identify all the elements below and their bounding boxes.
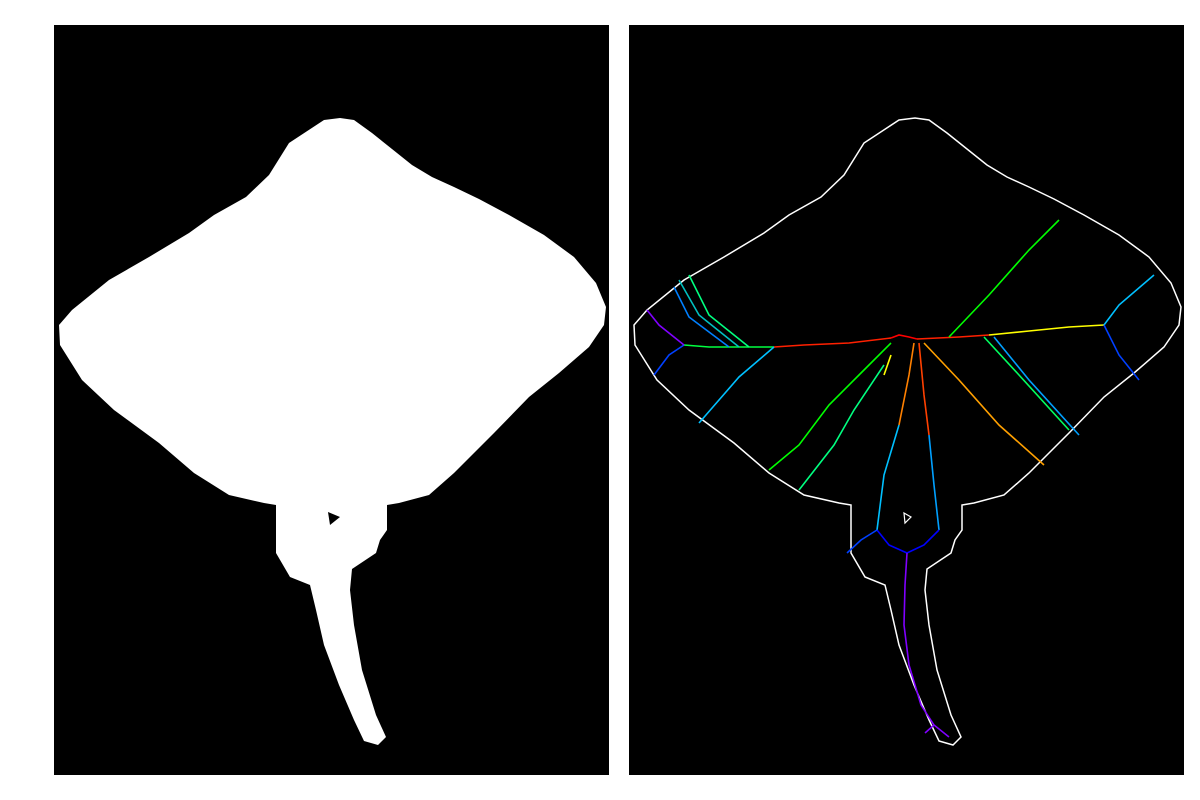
skeleton-left-foot [846, 529, 878, 554]
skeleton-image [633, 117, 1182, 746]
skeleton-left-fan-3 [673, 286, 730, 348]
mask-image [59, 118, 606, 745]
skeleton-spine-down-right-b [928, 434, 940, 531]
skeleton-right-fan-2 [993, 336, 1080, 436]
skeleton-lower-right [923, 342, 1045, 466]
skeleton-lower-left-1 [768, 342, 892, 471]
skeleton-right-main-b [988, 324, 1105, 336]
skeleton-lower-left-2 [798, 364, 885, 491]
binary-mask-panel [54, 25, 609, 775]
skeleton-left-fan-2 [678, 279, 740, 348]
skeleton-left-branch-3 [646, 309, 685, 346]
skeleton-left-fan-1 [688, 274, 750, 348]
skeleton-left-branch-2 [653, 344, 685, 376]
skeleton-tail-tip [924, 724, 935, 734]
skeleton-join [876, 529, 940, 554]
skeleton-lines [646, 219, 1155, 738]
ray-contour [633, 117, 1182, 746]
skeleton-left-branch-1 [698, 346, 775, 424]
skeleton-panel [629, 25, 1184, 775]
mask-hole [328, 512, 340, 525]
ray-silhouette [59, 118, 606, 745]
skeleton-center [890, 334, 918, 340]
skeleton-spine-down-left [898, 342, 915, 426]
skeleton-spine-down-right [918, 342, 930, 436]
skeleton-lower-left-3 [883, 354, 892, 376]
skeleton-right-fan-1 [983, 336, 1070, 431]
skeleton-right-branch-1 [1103, 274, 1155, 326]
skeleton-right-branch-2 [1103, 324, 1140, 381]
skeleton-right-upper [948, 219, 1060, 338]
skeleton-right-main [916, 334, 990, 340]
skeleton-left-main [773, 337, 892, 348]
small-hole-outline [903, 511, 912, 525]
skeleton-spine-down-left-b [876, 424, 900, 531]
skeleton-left-main-b [683, 344, 774, 348]
